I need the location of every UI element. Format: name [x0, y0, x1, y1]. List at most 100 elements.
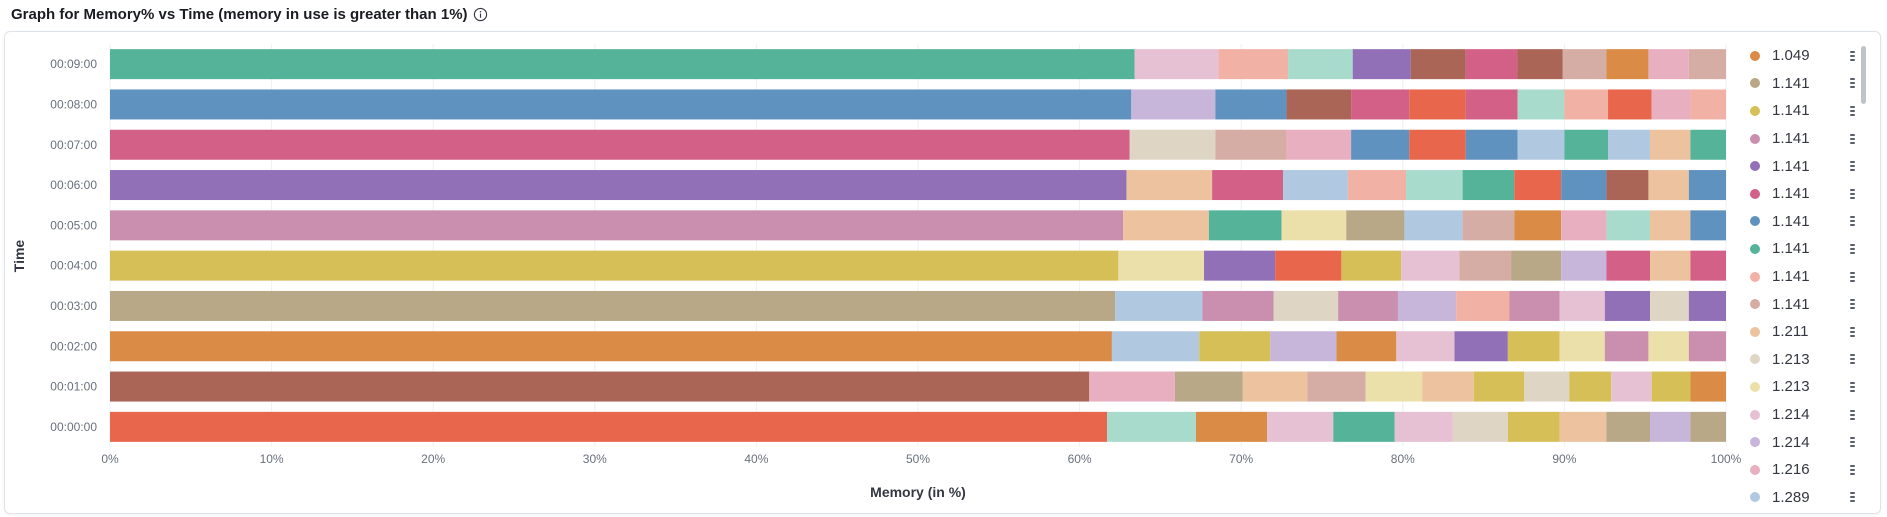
- bar-segment[interactable]: [1517, 129, 1565, 160]
- vertical-dots-icon[interactable]: [1850, 105, 1856, 116]
- bar-segment[interactable]: [1559, 411, 1607, 442]
- bar-segment[interactable]: [1202, 290, 1274, 321]
- bar-segment[interactable]: [1134, 49, 1219, 80]
- bar-segment[interactable]: [1688, 170, 1726, 201]
- legend-item[interactable]: 1.213: [1746, 346, 1856, 374]
- bar-segment[interactable]: [1336, 331, 1397, 362]
- bar-segment[interactable]: [1404, 210, 1463, 241]
- legend-item[interactable]: 1.214: [1746, 401, 1856, 429]
- bar-segment[interactable]: [1651, 89, 1691, 120]
- bar-segment[interactable]: [1218, 49, 1289, 80]
- bar-segment[interactable]: [1126, 170, 1213, 201]
- bar-segment[interactable]: [1107, 411, 1196, 442]
- bar-segment[interactable]: [1409, 89, 1466, 120]
- bar-segment[interactable]: [1365, 371, 1423, 402]
- bar-segment[interactable]: [1199, 331, 1271, 362]
- bar-segment[interactable]: [1212, 170, 1284, 201]
- legend-item[interactable]: 1.141: [1746, 263, 1856, 291]
- bar-segment[interactable]: [1422, 371, 1474, 402]
- bar-segment[interactable]: [1111, 331, 1200, 362]
- bar-segment[interactable]: [1351, 89, 1410, 120]
- bar-segment[interactable]: [1517, 49, 1563, 80]
- bar-segment[interactable]: [1690, 210, 1726, 241]
- bar-segment[interactable]: [1346, 210, 1405, 241]
- legend-item[interactable]: 1.216: [1746, 456, 1856, 484]
- vertical-dots-icon[interactable]: [1850, 161, 1856, 172]
- bar-segment[interactable]: [1397, 290, 1457, 321]
- bar-segment[interactable]: [1347, 170, 1407, 201]
- bar-segment[interactable]: [1511, 250, 1562, 281]
- bar-segment[interactable]: [1606, 250, 1651, 281]
- bar-segment[interactable]: [1651, 371, 1691, 402]
- vertical-dots-icon[interactable]: [1850, 78, 1856, 89]
- bar-segment[interactable]: [1507, 411, 1560, 442]
- bar-segment[interactable]: [1514, 170, 1562, 201]
- bar-segment[interactable]: [1195, 411, 1268, 442]
- legend-scrollbar[interactable]: [1860, 44, 1866, 474]
- legend-item[interactable]: 1.211: [1746, 318, 1856, 346]
- bar-segment[interactable]: [1456, 290, 1510, 321]
- bar-segment[interactable]: [1604, 290, 1651, 321]
- bar-segment[interactable]: [1307, 371, 1366, 402]
- vertical-dots-icon[interactable]: [1850, 381, 1856, 392]
- bar-segment[interactable]: [1273, 290, 1339, 321]
- bar-segment[interactable]: [1267, 411, 1334, 442]
- bar-segment[interactable]: [1606, 210, 1651, 241]
- bar-segment[interactable]: [1690, 250, 1726, 281]
- bar-segment[interactable]: [110, 89, 1132, 120]
- bar-segment[interactable]: [1507, 331, 1560, 362]
- bar-segment[interactable]: [1270, 331, 1337, 362]
- legend-scrollbar-thumb[interactable]: [1861, 46, 1866, 104]
- bar-segment[interactable]: [1115, 290, 1203, 321]
- vertical-dots-icon[interactable]: [1850, 354, 1856, 365]
- bar-segment[interactable]: [1569, 371, 1612, 402]
- bar-segment[interactable]: [110, 290, 1116, 321]
- bar-segment[interactable]: [1341, 250, 1402, 281]
- bar-segment[interactable]: [1396, 331, 1455, 362]
- bar-segment[interactable]: [1509, 290, 1560, 321]
- bar-segment[interactable]: [1561, 250, 1607, 281]
- bar-segment[interactable]: [1288, 49, 1353, 80]
- bar-segment[interactable]: [1462, 210, 1515, 241]
- legend-item[interactable]: 1.049: [1746, 42, 1856, 70]
- legend-item[interactable]: 1.141: [1746, 290, 1856, 318]
- legend-item[interactable]: 1.141: [1746, 125, 1856, 153]
- legend-item[interactable]: 1.141: [1746, 180, 1856, 208]
- vertical-dots-icon[interactable]: [1850, 326, 1856, 337]
- bar-segment[interactable]: [1215, 89, 1287, 120]
- vertical-dots-icon[interactable]: [1850, 409, 1856, 420]
- bar-segment[interactable]: [1648, 331, 1689, 362]
- vertical-dots-icon[interactable]: [1850, 243, 1856, 254]
- legend-item[interactable]: 1.141: [1746, 97, 1856, 125]
- bar-segment[interactable]: [1089, 371, 1175, 402]
- bar-segment[interactable]: [110, 371, 1090, 402]
- bar-segment[interactable]: [1648, 170, 1689, 201]
- bar-segment[interactable]: [1473, 371, 1524, 402]
- bar-segment[interactable]: [1286, 89, 1352, 120]
- bar-segment[interactable]: [1517, 89, 1565, 120]
- bar-segment[interactable]: [1559, 290, 1605, 321]
- bar-segment[interactable]: [1465, 49, 1518, 80]
- bar-segment[interactable]: [1333, 411, 1395, 442]
- bar-segment[interactable]: [1174, 371, 1243, 402]
- legend-item[interactable]: 1.289: [1746, 484, 1856, 512]
- bar-segment[interactable]: [1606, 49, 1649, 80]
- bar-segment[interactable]: [1690, 89, 1726, 120]
- bar-segment[interactable]: [1129, 129, 1216, 160]
- bar-segment[interactable]: [1123, 210, 1209, 241]
- bar-segment[interactable]: [1608, 89, 1652, 120]
- bar-segment[interactable]: [110, 210, 1124, 241]
- bar-segment[interactable]: [1286, 129, 1352, 160]
- bar-segment[interactable]: [1452, 411, 1508, 442]
- vertical-dots-icon[interactable]: [1850, 50, 1856, 61]
- bar-segment[interactable]: [1131, 89, 1216, 120]
- bar-segment[interactable]: [1351, 129, 1410, 160]
- bar-segment[interactable]: [1608, 129, 1651, 160]
- bar-segment[interactable]: [110, 331, 1112, 362]
- bar-segment[interactable]: [1242, 371, 1308, 402]
- bar-segment[interactable]: [1406, 170, 1463, 201]
- bar-segment[interactable]: [110, 411, 1108, 442]
- legend-item[interactable]: 1.141: [1746, 70, 1856, 98]
- bar-segment[interactable]: [1611, 371, 1652, 402]
- bar-segment[interactable]: [1394, 411, 1453, 442]
